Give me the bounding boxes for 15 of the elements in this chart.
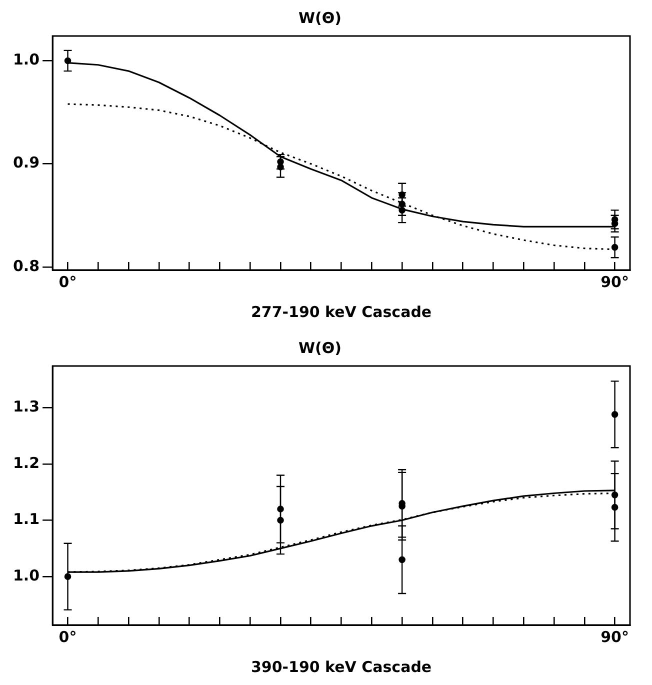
- y-tick-label: 0.9: [12, 154, 40, 172]
- x-axis-title: 390-190 keV Cascade: [250, 658, 432, 676]
- chart-title: W(Θ): [298, 8, 342, 27]
- x-tick-label: 90°: [600, 628, 629, 646]
- y-tick-label: 1.0: [12, 50, 40, 69]
- y-tick-label: 1.0: [12, 566, 40, 584]
- x-tick-label: 90°: [600, 272, 629, 291]
- y-tick-label: 1.1: [12, 510, 40, 528]
- y-tick-label: 1.2: [12, 454, 40, 472]
- x-tick-label: 0°: [58, 272, 77, 291]
- x-tick-label: 0°: [58, 628, 77, 646]
- chart-title: W(Θ): [298, 338, 342, 357]
- y-tick-label: 0.8: [12, 256, 40, 275]
- x-axis-title: 277-190 keV Cascade: [250, 302, 432, 321]
- y-tick-label: 1.3: [12, 398, 40, 416]
